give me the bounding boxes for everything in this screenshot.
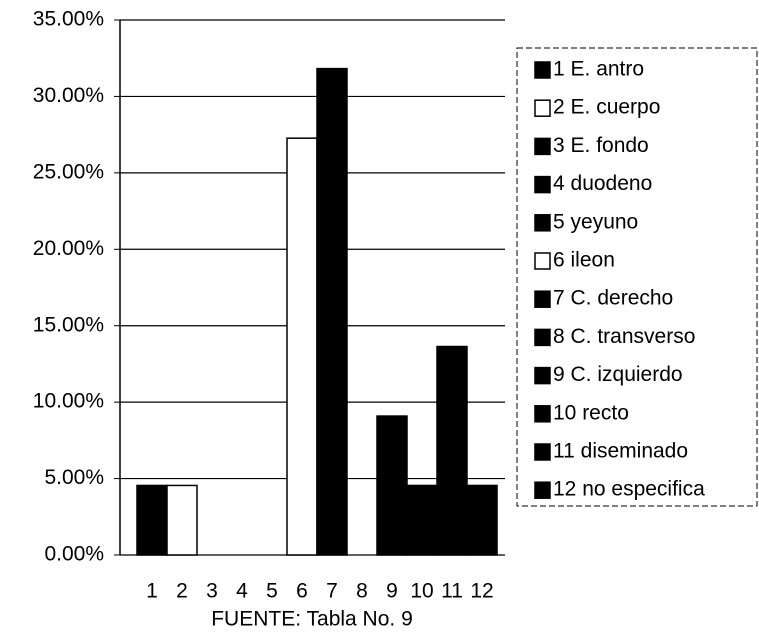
y-tick-label: 0.00%: [44, 543, 104, 566]
legend-swatch: [534, 99, 551, 117]
x-tick-label: 7: [326, 580, 338, 603]
x-axis-label: FUENTE: Tabla No. 9: [211, 608, 413, 631]
x-tick-label: 2: [176, 580, 188, 603]
legend-swatch: [534, 366, 551, 385]
legend-label: 5 yeyuno: [553, 210, 638, 233]
legend-label: 6 ileon: [553, 249, 615, 272]
legend-swatch: [534, 214, 551, 232]
y-tick-label: 10.00%: [33, 390, 104, 413]
x-tick-label: 5: [266, 580, 278, 603]
legend-label: 8 C. transverso: [553, 325, 695, 348]
x-tick-label: 3: [206, 580, 218, 603]
x-tick-label: 1: [146, 580, 158, 603]
legend-label: 3 E. fondo: [553, 134, 649, 157]
legend-label: 11 diseminado: [553, 440, 688, 463]
x-tick-label: 11: [441, 580, 463, 603]
bar: [286, 137, 318, 556]
legend-swatch: [534, 405, 551, 423]
x-tick-label: 4: [236, 580, 248, 603]
legend-label: 9 C. izquierdo: [553, 363, 683, 386]
y-tick-label: 35.00%: [33, 8, 104, 31]
legend-swatch: [534, 443, 551, 461]
y-tick-label: 20.00%: [33, 237, 104, 260]
x-tick-label: 12: [470, 580, 493, 603]
bar: [316, 67, 348, 556]
bar: [406, 484, 438, 556]
legend-swatch: [534, 137, 551, 156]
y-tick-label: 30.00%: [33, 84, 104, 107]
legend-swatch: [534, 328, 551, 347]
x-tick-label: 8: [356, 580, 368, 603]
legend-swatch: [534, 252, 551, 270]
bar: [466, 484, 498, 556]
bar: [166, 484, 198, 556]
bar: [136, 484, 168, 556]
legend-label: 7 C. derecho: [553, 287, 673, 310]
legend-swatch: [534, 61, 551, 79]
y-tick-label: 5.00%: [44, 466, 104, 489]
legend-label: 4 duodeno: [553, 172, 652, 195]
legend-label: 1 E. antro: [553, 58, 644, 81]
x-tick-label: 6: [296, 580, 308, 603]
x-tick-label: 10: [410, 580, 433, 603]
legend-box: [516, 47, 758, 507]
x-tick-label: 9: [386, 580, 398, 603]
legend-swatch: [534, 290, 551, 308]
bar: [376, 415, 408, 556]
legend-swatch: [534, 175, 551, 194]
legend-label: 12 no especifica: [553, 478, 705, 501]
y-tick-label: 15.00%: [33, 313, 104, 336]
y-tick-label: 25.00%: [33, 160, 104, 183]
bar: [436, 345, 468, 556]
legend-label: 2 E. cuerpo: [553, 96, 660, 119]
legend-swatch: [534, 481, 551, 499]
legend-label: 10 recto: [553, 401, 629, 424]
